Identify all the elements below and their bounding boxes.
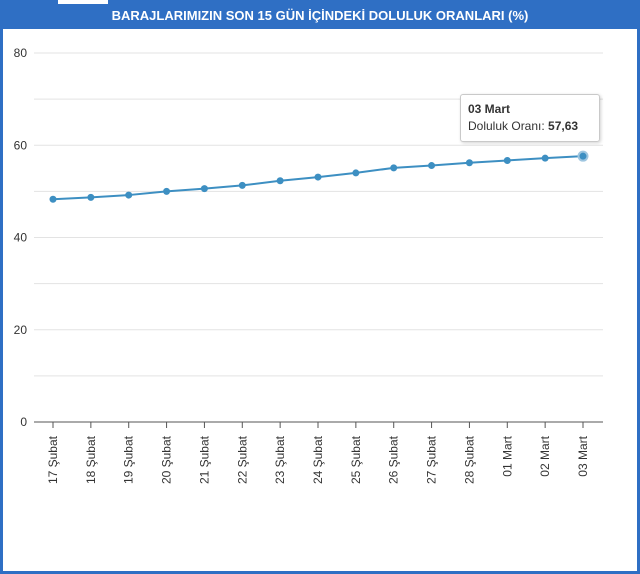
y-tick-label: 20	[14, 323, 28, 337]
x-tick-label: 17 Şubat	[46, 435, 60, 484]
data-point[interactable]	[465, 159, 473, 167]
y-tick-label: 80	[14, 46, 28, 60]
chart-title: BARAJLARIMIZIN SON 15 GÜN İÇİNDEKİ DOLUL…	[3, 3, 637, 29]
tooltip-value: 57,63	[548, 119, 579, 133]
data-point[interactable]	[87, 193, 95, 201]
data-point[interactable]	[200, 185, 208, 193]
x-tick-label: 27 Şubat	[425, 435, 439, 484]
tooltip: 03 Mart Doluluk Oranı: 57,63	[460, 94, 600, 142]
x-tick-label: 25 Şubat	[349, 435, 363, 484]
x-tick-label: 23 Şubat	[273, 435, 287, 484]
data-point[interactable]	[390, 164, 398, 172]
x-tick-label: 03 Mart	[576, 435, 590, 476]
x-tick-label: 20 Şubat	[160, 435, 174, 484]
x-axis-ticks: 17 Şubat 18 Şubat 19 Şubat 20 Şubat 21 Şubat…	[46, 422, 590, 484]
data-point[interactable]	[276, 177, 284, 185]
data-point[interactable]	[314, 173, 322, 181]
frame-tab-notch	[58, 0, 108, 4]
data-point[interactable]	[163, 187, 171, 195]
tooltip-label: Doluluk Oranı:	[468, 119, 545, 133]
series-doluluk	[49, 150, 589, 203]
data-point[interactable]	[352, 169, 360, 177]
x-tick-label: 28 Şubat	[462, 435, 476, 484]
x-tick-label: 02 Mart	[538, 435, 552, 476]
y-tick-label: 0	[20, 415, 27, 429]
x-tick-label: 21 Şubat	[197, 435, 211, 484]
y-axis-ticks: 0 20 40 60 80	[14, 46, 28, 429]
grid-lines	[34, 52, 603, 423]
tooltip-date: 03 Mart	[468, 102, 511, 116]
y-tick-label: 60	[14, 138, 28, 152]
y-tick-label: 40	[14, 231, 28, 245]
x-tick-label: 01 Mart	[500, 435, 514, 476]
data-point[interactable]	[238, 181, 246, 189]
x-tick-label: 19 Şubat	[122, 435, 136, 484]
data-point[interactable]	[428, 162, 436, 170]
data-point[interactable]	[125, 191, 133, 199]
x-tick-label: 26 Şubat	[387, 435, 401, 484]
data-point[interactable]	[541, 154, 549, 162]
x-tick-label: 24 Şubat	[311, 435, 325, 484]
tooltip-row: Doluluk Oranı: 57,63	[468, 119, 578, 133]
x-tick-label: 22 Şubat	[235, 435, 249, 484]
data-point[interactable]	[49, 195, 57, 203]
data-point[interactable]	[503, 156, 511, 164]
x-tick-label: 18 Şubat	[84, 435, 98, 484]
data-point-highlighted[interactable]	[577, 150, 589, 162]
